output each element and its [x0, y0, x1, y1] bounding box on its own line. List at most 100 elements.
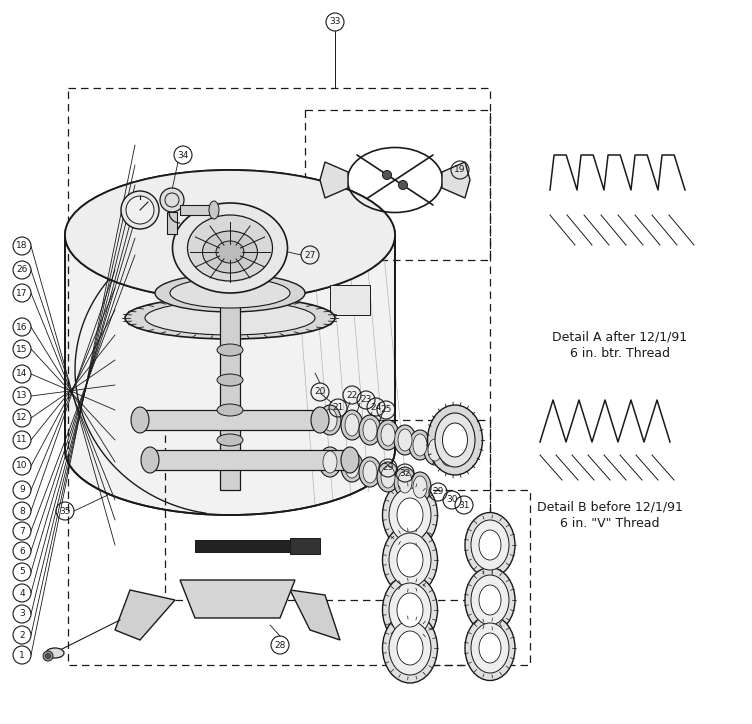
Ellipse shape — [397, 543, 423, 577]
Text: 21: 21 — [332, 403, 344, 413]
Polygon shape — [180, 580, 295, 618]
Ellipse shape — [363, 461, 377, 483]
Ellipse shape — [394, 467, 416, 497]
Ellipse shape — [216, 241, 244, 263]
Text: 26: 26 — [17, 266, 28, 274]
Ellipse shape — [389, 583, 431, 637]
Polygon shape — [290, 590, 340, 640]
Polygon shape — [115, 590, 175, 640]
Ellipse shape — [381, 466, 395, 488]
Text: 27: 27 — [305, 251, 316, 259]
Ellipse shape — [345, 456, 359, 478]
Bar — [68, 88, 490, 665]
Text: 15: 15 — [17, 345, 28, 353]
Ellipse shape — [202, 231, 257, 273]
Text: Detail B before 12/1/91
6 in. "V" Thread: Detail B before 12/1/91 6 in. "V" Thread — [537, 500, 683, 530]
Ellipse shape — [413, 476, 427, 498]
Ellipse shape — [126, 196, 154, 224]
Ellipse shape — [359, 457, 381, 487]
Bar — [140, 410, 320, 430]
Ellipse shape — [389, 533, 431, 587]
Ellipse shape — [435, 413, 475, 467]
Ellipse shape — [471, 623, 509, 673]
Text: 13: 13 — [17, 392, 28, 400]
Ellipse shape — [397, 593, 423, 627]
Text: 7: 7 — [19, 526, 25, 536]
Text: 33: 33 — [329, 17, 341, 27]
Text: 2: 2 — [20, 631, 25, 639]
Text: 10: 10 — [17, 461, 28, 471]
Text: 6: 6 — [19, 547, 25, 555]
Bar — [290, 538, 320, 554]
Ellipse shape — [125, 297, 335, 339]
Ellipse shape — [323, 451, 337, 473]
Ellipse shape — [341, 410, 363, 440]
Polygon shape — [65, 235, 395, 515]
Bar — [180, 205, 210, 215]
Text: 23: 23 — [360, 395, 371, 405]
Polygon shape — [442, 162, 470, 198]
Ellipse shape — [471, 520, 509, 570]
Ellipse shape — [428, 439, 442, 461]
Ellipse shape — [465, 615, 515, 681]
Text: 29: 29 — [382, 463, 394, 473]
Ellipse shape — [479, 585, 501, 615]
Ellipse shape — [479, 633, 501, 663]
Ellipse shape — [427, 405, 483, 475]
Ellipse shape — [424, 435, 446, 465]
Ellipse shape — [217, 344, 243, 356]
Ellipse shape — [217, 404, 243, 416]
Ellipse shape — [397, 498, 423, 532]
Bar — [195, 540, 305, 552]
Ellipse shape — [170, 278, 290, 308]
Ellipse shape — [323, 409, 337, 431]
Ellipse shape — [398, 429, 412, 451]
Circle shape — [46, 654, 50, 659]
Ellipse shape — [442, 423, 468, 457]
Text: 8: 8 — [19, 507, 25, 515]
Text: 20: 20 — [314, 387, 326, 397]
Ellipse shape — [479, 530, 501, 560]
Ellipse shape — [363, 419, 377, 441]
Ellipse shape — [145, 301, 315, 335]
Ellipse shape — [383, 525, 438, 595]
Ellipse shape — [389, 488, 431, 542]
Text: 18: 18 — [17, 242, 28, 251]
Circle shape — [399, 180, 408, 190]
Ellipse shape — [465, 568, 515, 633]
Ellipse shape — [397, 631, 423, 665]
Ellipse shape — [160, 188, 184, 212]
Text: 11: 11 — [17, 436, 28, 445]
Ellipse shape — [141, 447, 159, 473]
Text: 3: 3 — [19, 610, 25, 618]
Text: 35: 35 — [59, 507, 71, 515]
Ellipse shape — [377, 462, 399, 492]
Text: 14: 14 — [17, 369, 28, 379]
Text: 1: 1 — [19, 650, 25, 660]
Text: Detail A after 12/1/91
6 in. btr. Thread: Detail A after 12/1/91 6 in. btr. Thread — [553, 330, 687, 360]
Ellipse shape — [217, 434, 243, 446]
Ellipse shape — [209, 201, 219, 219]
Ellipse shape — [409, 430, 431, 460]
Ellipse shape — [131, 407, 149, 433]
Ellipse shape — [172, 203, 287, 293]
Bar — [330, 285, 370, 315]
Text: 32: 32 — [399, 468, 411, 478]
Ellipse shape — [345, 414, 359, 436]
Text: 28: 28 — [274, 641, 286, 649]
Ellipse shape — [437, 440, 459, 470]
Ellipse shape — [381, 424, 395, 446]
Text: 31: 31 — [458, 500, 470, 510]
Ellipse shape — [341, 452, 363, 482]
Ellipse shape — [217, 374, 243, 386]
Ellipse shape — [65, 170, 395, 300]
Ellipse shape — [394, 425, 416, 455]
Ellipse shape — [383, 575, 438, 645]
Ellipse shape — [465, 513, 515, 578]
Ellipse shape — [359, 415, 381, 445]
Ellipse shape — [46, 648, 64, 658]
Text: 9: 9 — [19, 486, 25, 494]
Ellipse shape — [187, 215, 272, 281]
Text: 34: 34 — [177, 151, 189, 159]
Polygon shape — [320, 162, 348, 198]
